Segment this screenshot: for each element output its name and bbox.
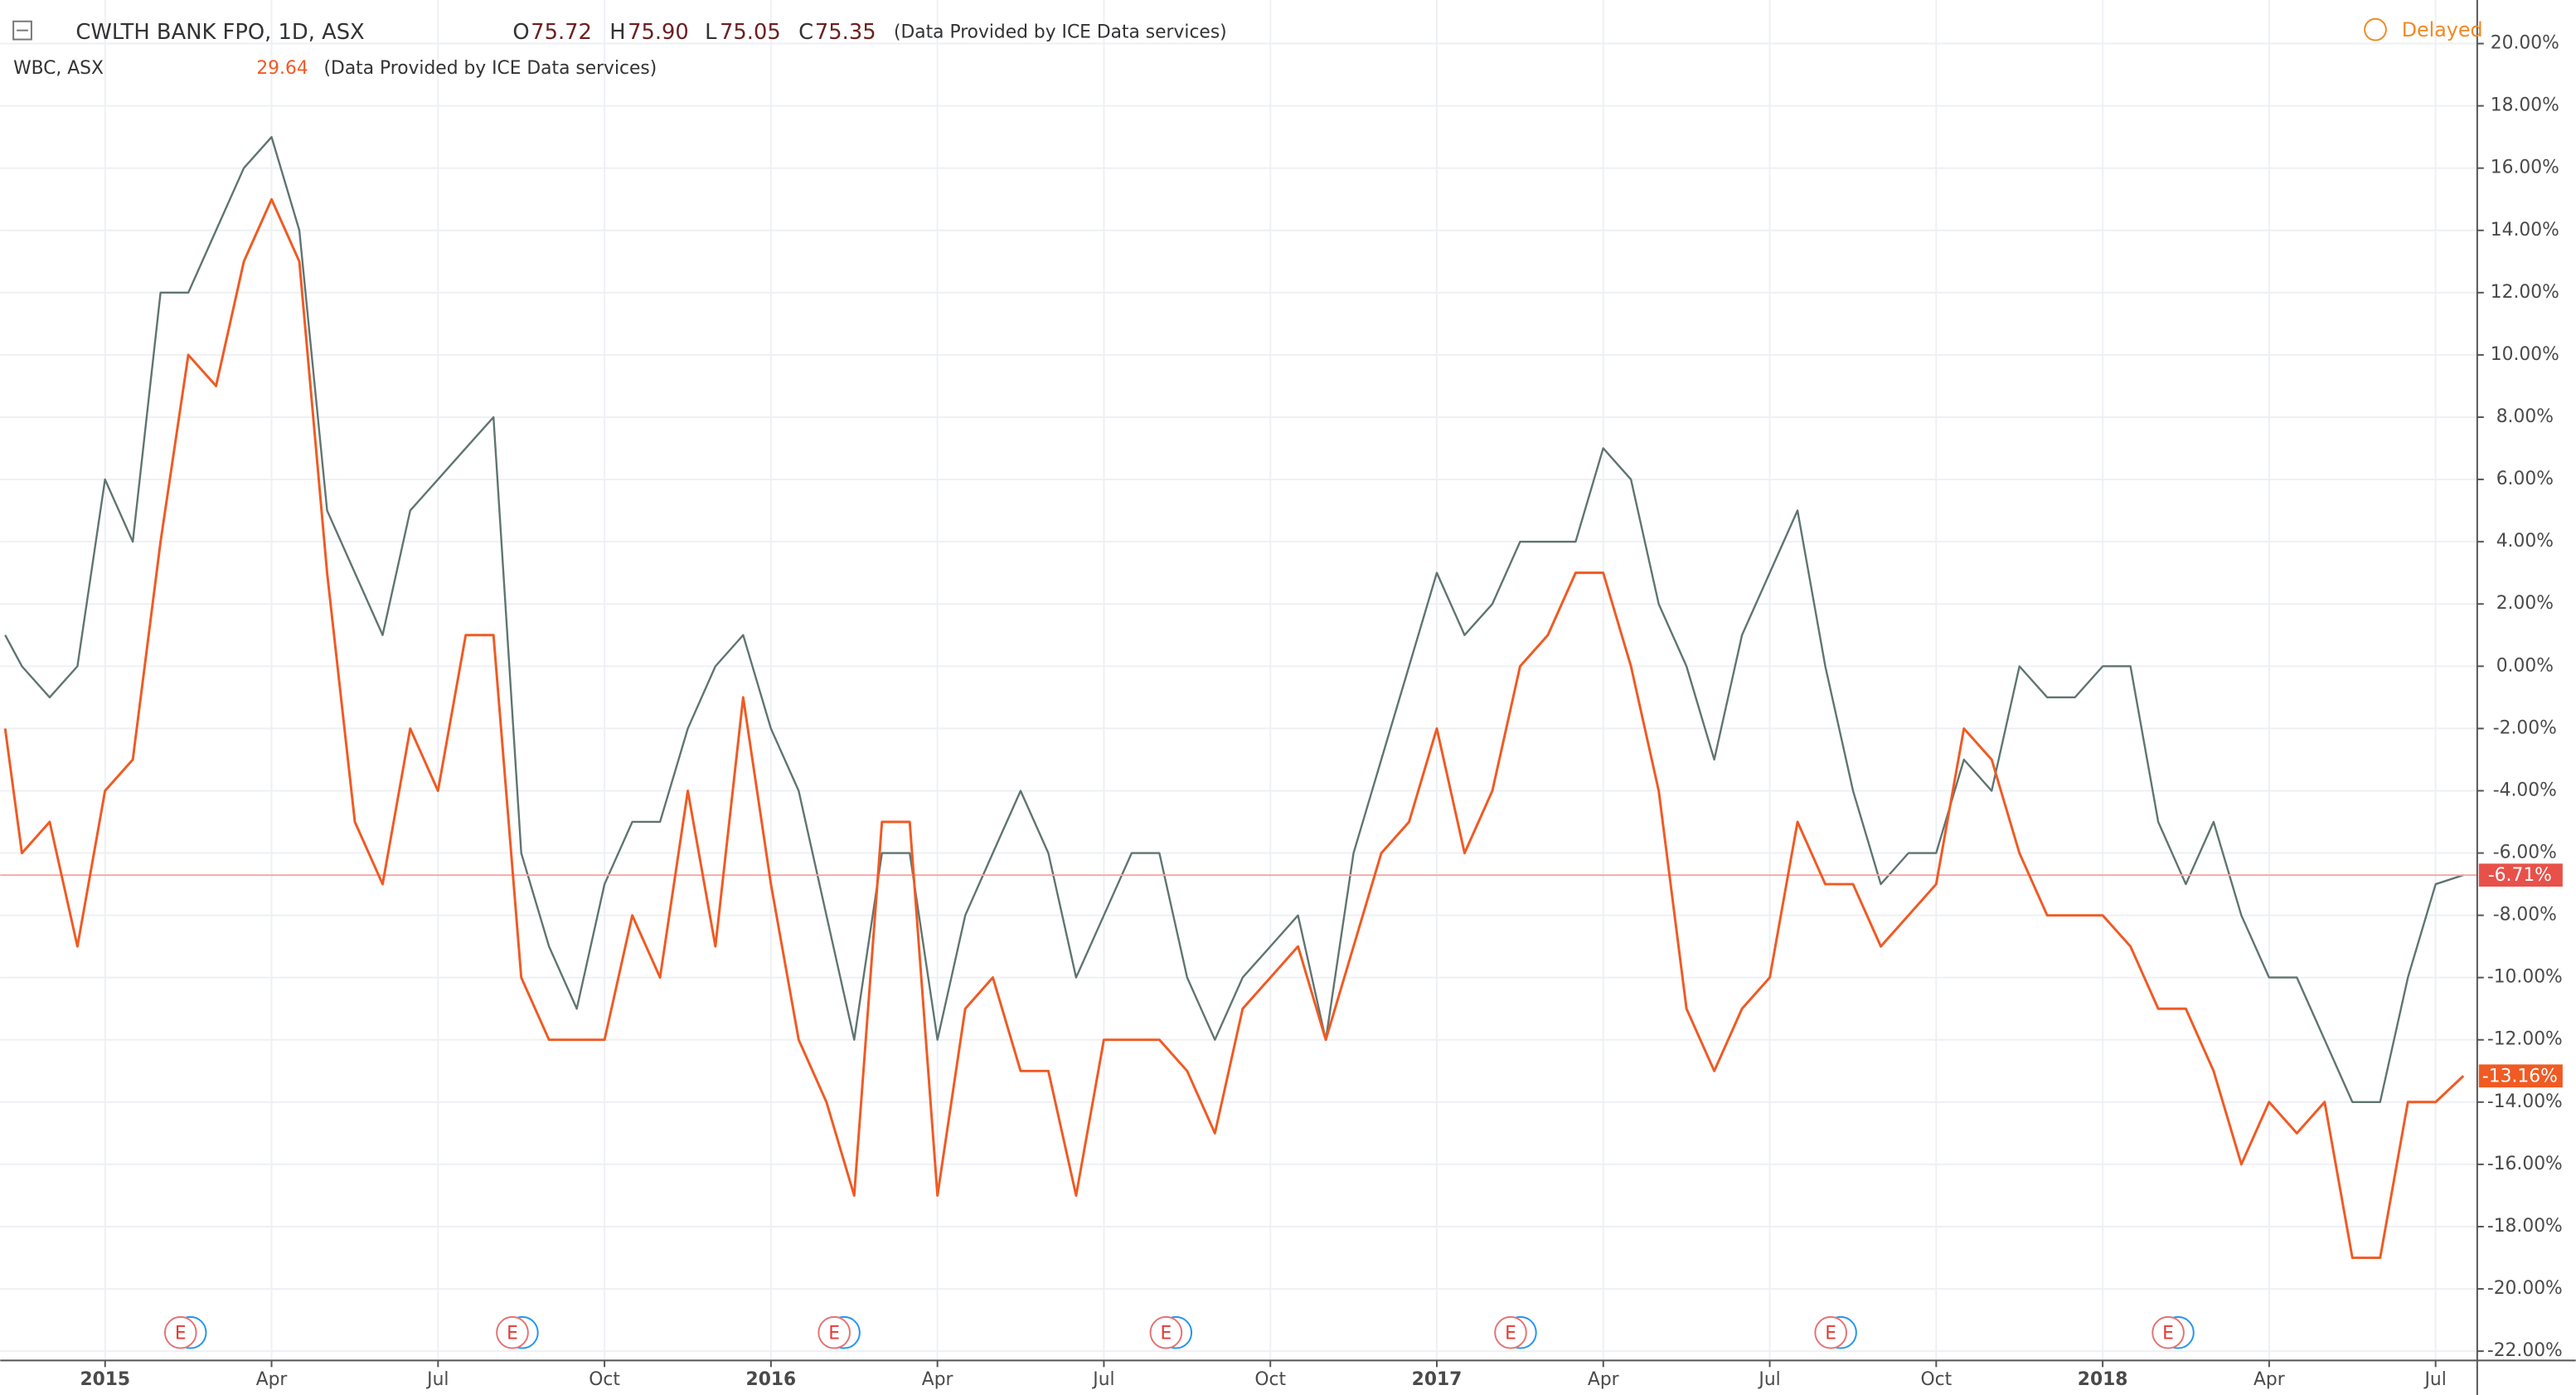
y-tick-label: -6.00% [2493, 843, 2557, 863]
ohlc-close: 75.35 [815, 20, 876, 45]
earnings-label: E [507, 1324, 518, 1344]
y-tick-label: 6.00% [2496, 469, 2554, 489]
y-tick-label: 4.00% [2496, 531, 2554, 552]
y-tick-label: -22.00% [2487, 1340, 2563, 1361]
y-tick-label: 20.00% [2491, 33, 2559, 54]
y-tick-label: 10.00% [2491, 344, 2559, 365]
earnings-label: E [1505, 1324, 1516, 1344]
y-tick-label: 16.00% [2491, 158, 2559, 178]
y-tick-label: 8.00% [2496, 406, 2554, 427]
last-value-label: -6.71% [2488, 865, 2552, 886]
grid [0, 0, 2477, 1361]
ohlc-open: 75.72 [531, 20, 592, 45]
earnings-marker [1149, 1315, 1183, 1349]
ohlc-c-label: C [798, 20, 813, 45]
axes: 20.00% 18.00% 16.00% 14.00% 12.00% 10.00% 8.00… [80, 33, 2563, 1390]
y-tick-label: -4.00% [2493, 780, 2557, 800]
y-tick-label: -8.00% [2493, 905, 2557, 926]
earnings-label: E [1825, 1324, 1836, 1344]
x-tick-label: Oct [589, 1369, 620, 1390]
compare-symbol: WBC, ASX [13, 58, 104, 79]
delayed-icon [2364, 17, 2387, 41]
earnings-marker [496, 1315, 529, 1349]
data-source: (Data Provided by ICE Data services) [894, 22, 1227, 43]
x-tick-label: Oct [1254, 1369, 1286, 1390]
compare-source: (Data Provided by ICE Data services) [324, 58, 657, 79]
x-tick-label: Apr [1588, 1369, 1619, 1390]
x-tick-label: Jul [2423, 1369, 2447, 1390]
x-tick-label: Jul [1091, 1369, 1114, 1390]
x-tick-label: Apr [922, 1369, 953, 1390]
ohlc-low: 75.05 [720, 20, 781, 45]
compare-last: 29.64 [256, 58, 308, 79]
earnings-marker [2152, 1315, 2185, 1349]
x-tick-label: 2015 [80, 1369, 130, 1390]
y-tick-label: -2.00% [2493, 717, 2557, 738]
last-value-badge [2478, 1064, 2563, 1088]
x-tick-label: Apr [2253, 1369, 2285, 1390]
y-tick-label: -16.00% [2487, 1154, 2563, 1174]
ohlc-l-label: L [705, 20, 717, 45]
symbol-title: CWLTH BANK FPO, 1D, ASX [75, 20, 364, 45]
x-tick-label: Oct [1920, 1369, 1952, 1390]
y-tick-label: 12.00% [2491, 282, 2559, 303]
earnings-label: E [828, 1324, 840, 1344]
x-tick-label: 2016 [746, 1369, 797, 1390]
earnings-marker [1494, 1315, 1527, 1349]
y-tick-label: -14.00% [2487, 1091, 2563, 1112]
x-tick-label: Jul [425, 1369, 449, 1390]
earnings-label: E [2162, 1324, 2174, 1344]
ohlc-o-label: O [512, 20, 529, 45]
ohlc-high: 75.90 [628, 20, 689, 45]
collapse-icon[interactable] [12, 20, 32, 41]
earnings-marker [163, 1315, 197, 1349]
last-value-badge [2478, 863, 2563, 887]
x-tick-label: 2018 [2078, 1369, 2128, 1390]
y-tick-label: -10.00% [2487, 967, 2563, 988]
y-tick-label: 18.00% [2491, 95, 2559, 116]
y-tick-label: 14.00% [2491, 220, 2559, 241]
earnings-label: E [175, 1324, 187, 1344]
y-tick-label: 2.00% [2496, 593, 2554, 614]
delayed-status[interactable]: Delayed [2402, 18, 2483, 41]
series-line [4, 136, 2464, 1103]
last-value-label: -13.16% [2482, 1066, 2558, 1086]
earnings-marker [817, 1315, 851, 1349]
x-tick-label: 2017 [1412, 1369, 1463, 1390]
series-line [3, 197, 2465, 1260]
x-tick-label: Apr [256, 1369, 288, 1390]
earnings-label: E [1161, 1324, 1172, 1344]
x-tick-label: Jul [1757, 1369, 1780, 1390]
y-tick-label: -12.00% [2487, 1029, 2563, 1050]
y-tick-label: -20.00% [2487, 1278, 2563, 1299]
ohlc-h-label: H [609, 20, 625, 45]
earnings-marker [1814, 1315, 1847, 1349]
y-tick-label: -18.00% [2487, 1216, 2563, 1237]
y-tick-label: 0.00% [2496, 655, 2554, 676]
